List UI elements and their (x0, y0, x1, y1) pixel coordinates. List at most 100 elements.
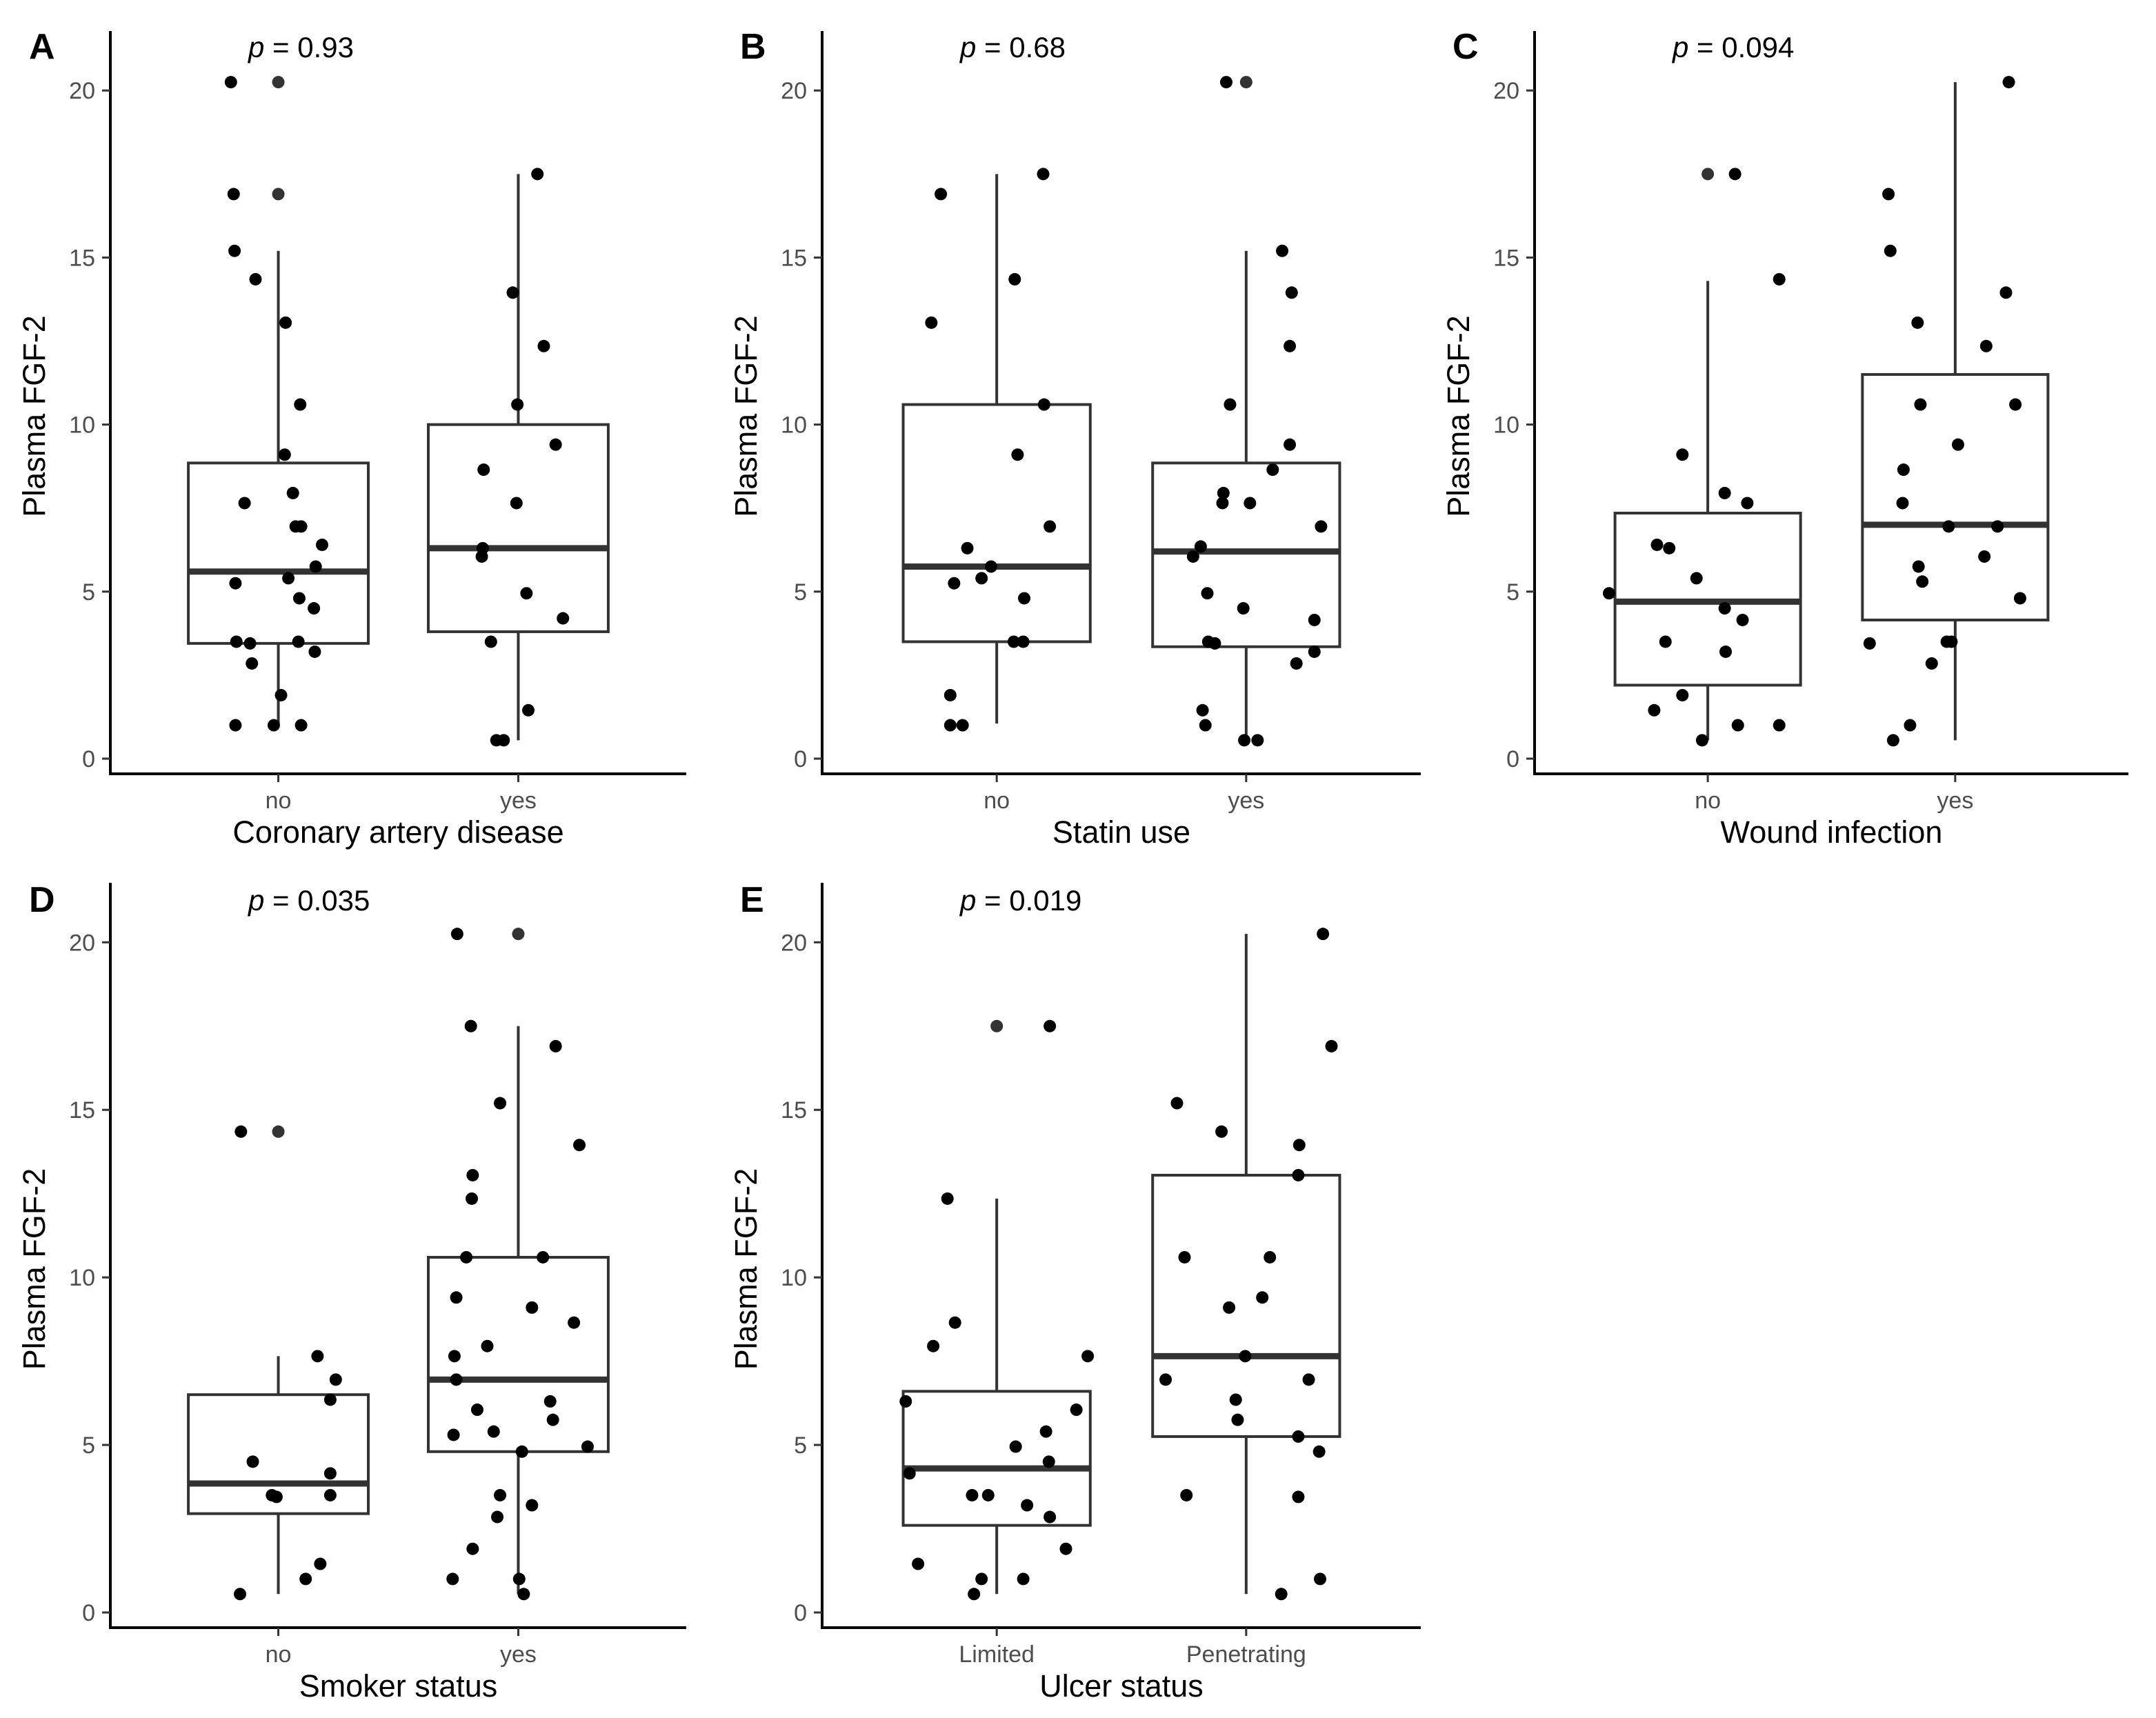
data-point (1290, 657, 1303, 670)
data-point (568, 1316, 581, 1329)
p-value-annotation: p = 0.68 (959, 31, 1066, 63)
x-tick-label: yes (1937, 788, 1973, 814)
p-value-annotation: p = 0.019 (959, 884, 1081, 917)
y-tick-label: 15 (69, 245, 95, 271)
data-point (1676, 448, 1689, 461)
data-point (912, 1557, 925, 1570)
outlier-point (272, 1125, 285, 1138)
data-point (1017, 635, 1030, 648)
data-point (1690, 572, 1703, 585)
box-iqr (187, 461, 370, 645)
data-point (466, 1168, 479, 1181)
y-axis-title: Plasma FGF-2 (1441, 315, 1476, 517)
data-point (1044, 1019, 1057, 1032)
data-point (961, 541, 974, 555)
data-point (1773, 719, 1786, 732)
data-point (1059, 1542, 1072, 1555)
box-iqr (187, 1393, 370, 1515)
data-point (581, 1440, 594, 1453)
data-point (1186, 550, 1199, 563)
data-point (497, 734, 510, 747)
p-value-annotation: p = 0.035 (247, 884, 370, 917)
data-point (224, 76, 237, 89)
data-point (450, 1291, 463, 1304)
data-point (522, 703, 535, 717)
data-point (956, 719, 969, 732)
data-point (234, 1125, 248, 1138)
data-point (494, 1097, 507, 1110)
data-point (267, 719, 280, 732)
data-point (968, 1588, 981, 1601)
x-tick-label: no (984, 788, 1010, 814)
data-point (948, 577, 961, 590)
data-point (286, 486, 299, 499)
y-tick-label: 20 (1493, 78, 1519, 104)
box-iqr (426, 423, 610, 633)
data-point (279, 316, 292, 329)
data-point (238, 497, 251, 510)
outlier-point (1701, 168, 1715, 181)
data-point (1886, 734, 1899, 747)
data-point (292, 592, 306, 605)
data-point (275, 688, 288, 701)
data-point (448, 1350, 461, 1363)
data-point (323, 1467, 337, 1480)
data-point (228, 244, 241, 257)
data-point (1602, 587, 1615, 600)
data-point (1223, 1301, 1236, 1314)
data-point (1292, 1139, 1306, 1152)
data-point (1884, 244, 1897, 257)
data-point (1314, 1572, 1327, 1586)
data-point (515, 1445, 528, 1458)
data-point (294, 398, 307, 411)
data-point (1773, 272, 1786, 286)
data-point (249, 272, 262, 286)
data-point (481, 1339, 494, 1352)
data-point (270, 1490, 283, 1504)
data-point (935, 188, 948, 201)
y-tick-label: 10 (781, 1265, 807, 1291)
data-point (1648, 703, 1661, 717)
y-tick-label: 20 (69, 930, 95, 956)
data-point (309, 560, 322, 573)
p-symbol: p (1671, 31, 1688, 63)
x-axis-title: Ulcer status (1039, 1668, 1204, 1704)
data-point (1037, 168, 1050, 181)
y-tick-label: 20 (781, 78, 807, 104)
data-point (1292, 1168, 1305, 1181)
data-point (1216, 497, 1229, 510)
y-tick-label: 20 (69, 78, 95, 104)
data-point (466, 1542, 479, 1555)
y-tick-label: 0 (82, 746, 95, 772)
data-point (975, 572, 988, 585)
x-axis-title: Coronary artery disease (232, 815, 563, 850)
data-point (450, 1373, 463, 1386)
data-point (546, 1413, 559, 1426)
data-point (1978, 550, 1991, 563)
data-point (537, 1250, 550, 1263)
data-point (975, 1572, 988, 1586)
data-point (1302, 1373, 1315, 1386)
p-symbol: p (959, 884, 976, 917)
data-point (1308, 645, 1321, 658)
data-point (1979, 339, 1993, 352)
y-tick-label: 0 (1506, 746, 1519, 772)
y-tick-label: 10 (781, 412, 807, 439)
panel-letter: B (740, 27, 766, 67)
data-point (510, 497, 523, 510)
data-point (1897, 463, 1910, 477)
data-point (308, 645, 321, 658)
data-point (1264, 1250, 1277, 1263)
box-iqr (901, 403, 1092, 643)
data-point (477, 463, 490, 477)
outlier-point (990, 1019, 1004, 1032)
data-point (1896, 497, 1909, 510)
data-point (1239, 1350, 1252, 1363)
data-point (460, 1250, 473, 1263)
y-axis-title: Plasma FGF-2 (17, 315, 52, 517)
outlier-point (512, 928, 525, 941)
x-axis-title: Statin use (1052, 815, 1190, 850)
data-point (1695, 734, 1708, 747)
